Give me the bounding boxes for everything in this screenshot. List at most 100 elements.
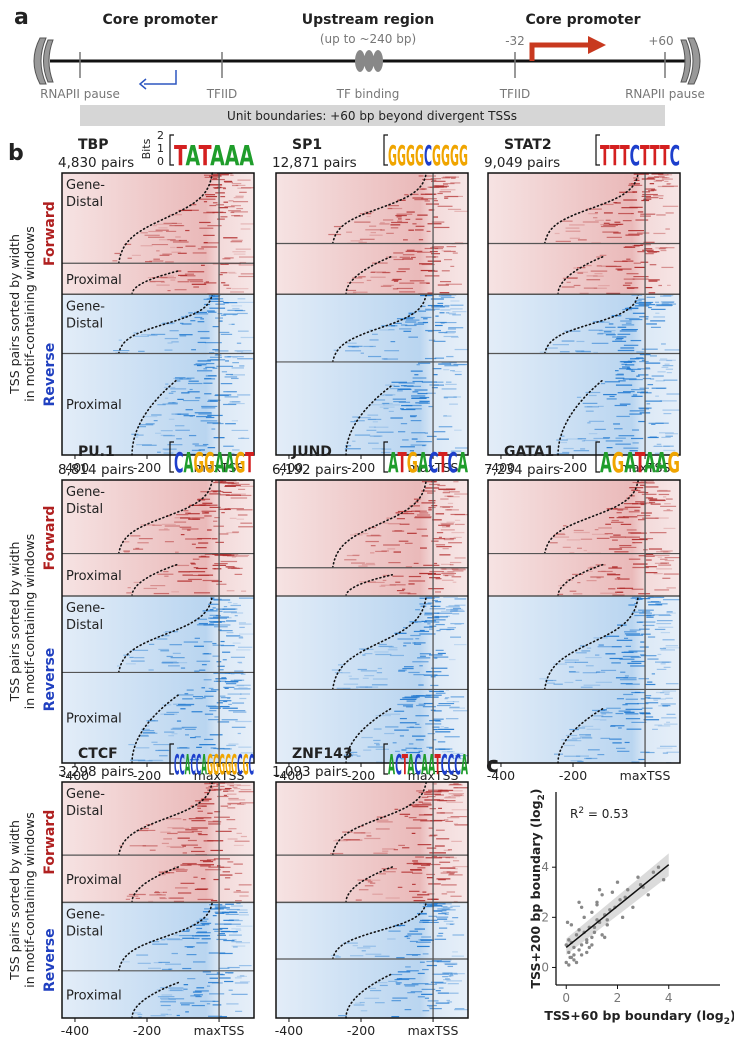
scatter-point xyxy=(585,938,589,942)
heat-section xyxy=(276,294,468,362)
text-part: G xyxy=(415,139,424,172)
text-part: T xyxy=(199,139,212,172)
heat-section xyxy=(276,361,468,455)
region-title: Upstream region xyxy=(302,12,435,28)
x-tick-label: -400 xyxy=(275,1023,303,1038)
pair-count: 7,234 pairs xyxy=(484,462,560,478)
text-part: G xyxy=(397,139,406,172)
motif-logo: AGATAAG xyxy=(600,446,680,479)
pair-count: 1,093 pairs xyxy=(272,764,348,780)
pair-count: 3,298 pairs xyxy=(58,764,134,780)
sort-curve xyxy=(131,866,179,904)
text-part: C xyxy=(454,748,461,781)
sort-curve xyxy=(543,172,640,245)
scatter-point xyxy=(582,915,586,920)
x-tick-label: -400 xyxy=(61,1023,89,1038)
panel-label: b xyxy=(8,141,24,166)
text-part: T xyxy=(635,446,645,479)
heat-section xyxy=(488,353,680,455)
sort-curve xyxy=(117,781,214,856)
heatmap xyxy=(275,781,469,1019)
sort-curve xyxy=(543,595,640,691)
text-part: T xyxy=(402,748,408,781)
sort-curve xyxy=(557,255,605,296)
text-part: C xyxy=(448,446,458,479)
scatter-point xyxy=(579,905,584,909)
text-part: G xyxy=(432,139,441,172)
panel-frame xyxy=(61,781,255,1019)
heat-section xyxy=(488,689,680,763)
scatter-point xyxy=(636,875,640,879)
panel-frame xyxy=(275,479,469,764)
strand-label: Forward xyxy=(42,810,58,875)
sort-curve xyxy=(131,694,179,764)
text-part: ) xyxy=(528,788,543,794)
scatter-point xyxy=(587,945,592,950)
text-part: C xyxy=(179,748,184,781)
motif-bracket xyxy=(595,134,600,166)
fit-band xyxy=(566,853,669,955)
r-squared: R2 = 0.53 xyxy=(570,806,628,821)
scatter-point xyxy=(579,953,584,957)
tf-name: JUND xyxy=(291,444,332,460)
heatmap xyxy=(61,781,255,1019)
text-part: T xyxy=(650,139,660,172)
text-part: Distal xyxy=(66,195,103,210)
scatter-point xyxy=(574,960,579,965)
heat-section xyxy=(276,480,468,568)
sort-curve xyxy=(345,973,393,1019)
scatter-point xyxy=(577,928,581,932)
tf-icon xyxy=(355,50,383,72)
text-part: G xyxy=(612,446,624,479)
x-tick-label: maxTSS xyxy=(194,460,245,475)
pair-count: 12,871 pairs xyxy=(272,155,357,171)
y-axis-title: TSS pairs sorted by widthin motif-contai… xyxy=(7,226,37,401)
text-part: C xyxy=(395,748,402,781)
site-ticks xyxy=(79,52,666,78)
bits-label: Bits xyxy=(140,138,153,159)
text-part: A xyxy=(184,446,194,479)
text-part: A xyxy=(421,748,428,781)
text-part: 2 xyxy=(537,794,547,800)
section-label: Proximal xyxy=(66,398,122,413)
motif-bracket xyxy=(169,441,174,473)
bits-tick: 2 xyxy=(157,129,164,142)
sort-curve xyxy=(331,595,428,691)
bits-tick: 1 xyxy=(157,142,164,155)
text-part: A xyxy=(458,446,469,479)
panel-frame xyxy=(487,172,681,456)
text-part: A xyxy=(656,446,668,479)
text-part: G xyxy=(219,748,225,781)
strand-label: Reverse xyxy=(42,343,58,407)
sort-curve xyxy=(131,981,179,1019)
strand-label: Reverse xyxy=(42,928,58,992)
heatmap xyxy=(487,172,681,456)
heatmap xyxy=(487,479,681,764)
scatter-point xyxy=(605,923,609,927)
text-part: A xyxy=(418,446,429,479)
sort-curve xyxy=(557,378,605,456)
panel-frame xyxy=(275,781,469,1019)
scatter-point xyxy=(610,890,615,894)
scatter-point xyxy=(600,893,604,897)
pol-icon-right xyxy=(680,37,701,85)
scatter-point xyxy=(590,935,594,940)
sort-curve xyxy=(117,293,214,355)
scatter-point xyxy=(638,883,643,887)
sort-curve xyxy=(557,563,605,597)
strand-label: Reverse xyxy=(42,648,58,712)
text-part: Gene- xyxy=(66,485,105,500)
scatter-point xyxy=(602,935,607,940)
panel-frame xyxy=(487,479,681,764)
motif-logo: CCACCAGGGGGCGC xyxy=(174,748,254,781)
text-part: T xyxy=(600,139,610,172)
boundary-note: Unit boundaries: +60 bp beyond divergent… xyxy=(227,109,517,123)
scatter-point xyxy=(567,950,571,955)
text-part: TSS pairs sorted by width xyxy=(7,234,22,395)
scatter-point xyxy=(597,888,602,892)
text-part: T xyxy=(438,446,447,479)
heat-section xyxy=(276,689,468,763)
site-label: TFIID xyxy=(499,87,531,101)
scatter-point xyxy=(590,943,594,947)
